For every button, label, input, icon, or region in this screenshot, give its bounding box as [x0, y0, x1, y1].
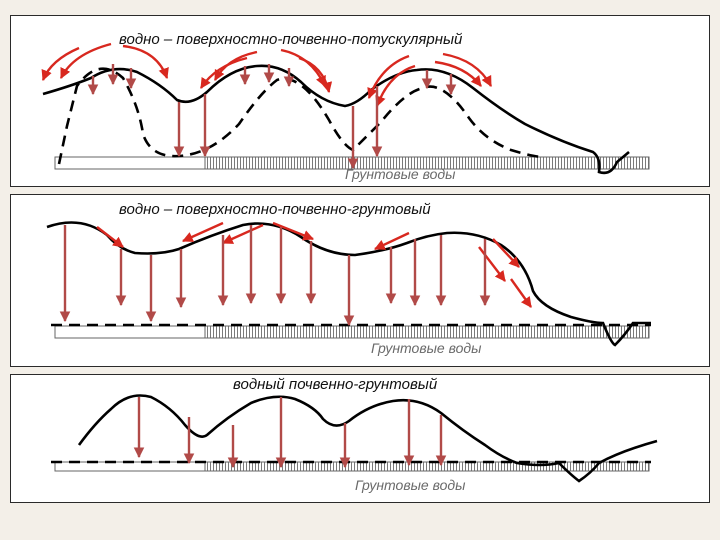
arrow-red — [41, 46, 80, 82]
terrain-profile — [46, 221, 651, 347]
panel-surface-soil-groundwater: водно – поверхностно-почвенно-грунтовый … — [10, 194, 710, 367]
arrow-red — [478, 246, 506, 282]
diagram-2 — [46, 221, 651, 347]
arrows-infiltration — [133, 397, 447, 469]
arrow-red — [213, 50, 258, 81]
diagram-3 — [51, 394, 658, 483]
groundwater-label: Грунтовые воды — [345, 166, 456, 182]
groundwater-label: Грунтовые воды — [371, 340, 482, 356]
panel-soil-groundwater: водный почвенно-грунтовый Грунтовые воды — [10, 374, 710, 503]
arrow-red — [374, 231, 410, 251]
arrow-red — [280, 48, 327, 87]
terrain-profile — [42, 64, 630, 175]
arrow-red — [122, 44, 169, 80]
arrows-wind — [41, 42, 493, 108]
arrow-red — [222, 223, 264, 245]
arrow-red — [375, 64, 416, 108]
arrow-red — [199, 56, 248, 89]
panel-title: водный почвенно-грунтовый — [233, 376, 438, 393]
arrow-red — [298, 56, 333, 94]
panel-title: водно – поверхностно-почвенно-грунтовый — [119, 201, 431, 218]
groundwater-label: Грунтовые воды — [355, 477, 466, 493]
arrow-red — [434, 60, 482, 87]
arrow-red — [367, 54, 410, 100]
diagram-1 — [41, 42, 650, 175]
panel-title: водно – поверхностно-почвенно-потускуляр… — [119, 31, 463, 48]
arrow-red — [442, 52, 493, 87]
arrows-infiltration — [59, 225, 491, 327]
terrain-profile — [77, 394, 658, 483]
arrows-overland — [96, 221, 532, 308]
panel-surface-soil-capillary: водно – поверхностно-почвенно-потускуляр… — [10, 15, 710, 187]
arrow-red — [272, 221, 315, 241]
arrow-red — [510, 278, 532, 308]
capillary-fringe-line — [57, 67, 542, 165]
arrows-infiltration — [87, 64, 457, 170]
arrow-red — [492, 238, 520, 268]
arrow-red — [59, 42, 112, 79]
arrow-red — [96, 226, 124, 248]
arrow-red — [182, 221, 224, 243]
